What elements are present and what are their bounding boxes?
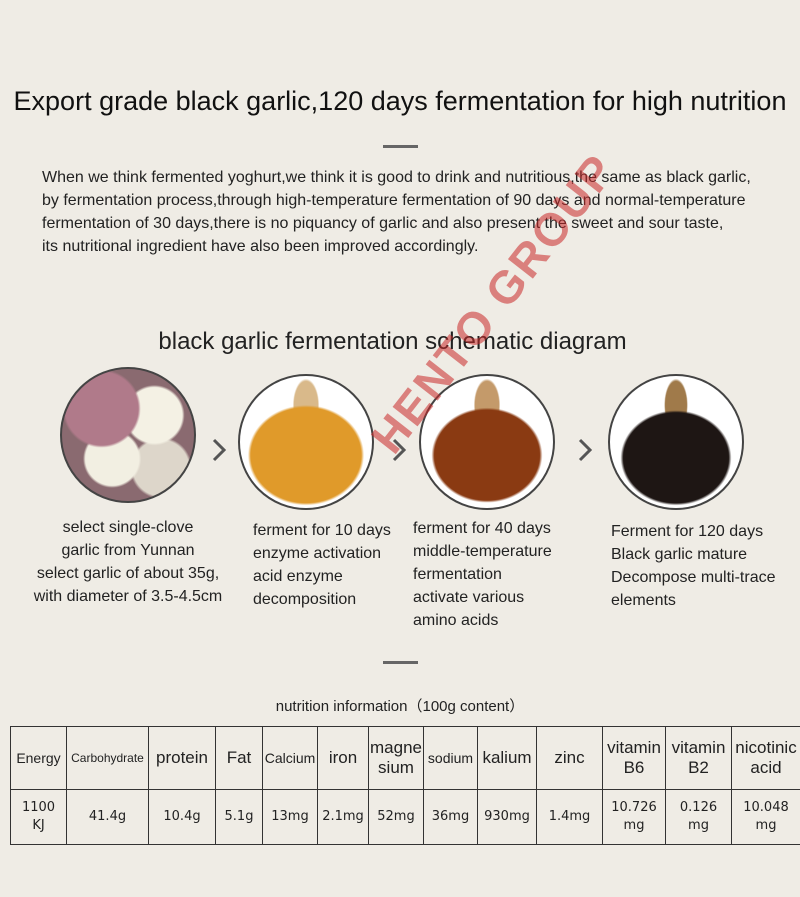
arrow — [392, 438, 407, 462]
step-line: amino acids — [413, 612, 499, 629]
data-cell: 10.726 mg — [602, 789, 666, 845]
step-line: acid enzyme — [253, 568, 343, 585]
header-cell: Calcium — [262, 726, 318, 790]
data-row: 1100 KJ 41.4g 10.4g 5.1g 13mg 2.1mg 52mg 36mg 93… — [10, 789, 800, 845]
data-cell: 930mg — [477, 789, 537, 845]
step-line: Ferment for 120 days — [611, 523, 764, 540]
step-line: garlic from Yunnan — [61, 542, 195, 559]
step-line: Black garlic mature — [611, 546, 748, 563]
header-row: Energy Carbohydrate protein Fat Calcium iron m… — [10, 726, 800, 790]
step-text: select single-clove garlic from Yunnan sel… — [28, 516, 228, 608]
header-cell: sodium — [423, 726, 478, 790]
intro-line: fermentation of 30 days,there is no piqu… — [42, 215, 724, 232]
step-line: ferment for 40 days — [413, 520, 551, 537]
arrow — [212, 438, 227, 462]
step-line: elements — [611, 592, 676, 609]
diagram-title: black garlic fermentation schematic diag… — [158, 328, 627, 355]
data-cell: 52mg — [368, 789, 424, 845]
step-line: select single-clove — [62, 519, 194, 536]
table-caption: nutrition information（100g content） — [275, 698, 525, 715]
data-cell: 10.048 mg — [731, 789, 800, 845]
divider — [383, 145, 418, 148]
step-line: select garlic of about 35g, — [36, 565, 220, 582]
step-line: Decompose multi-trace — [611, 569, 776, 586]
intro-line: by fermentation process,through high-tem… — [42, 192, 746, 209]
data-cell: 36mg — [423, 789, 478, 845]
step-text: ferment for 10 days enzyme activation acid… — [253, 519, 391, 611]
data-cell: 5.1g — [215, 789, 263, 845]
data-cell: 10.4g — [148, 789, 216, 845]
header-cell: protein — [148, 726, 216, 790]
garlic-image — [238, 374, 374, 510]
header-cell: nicotinic acid — [731, 726, 800, 790]
header-cell: kalium — [477, 726, 537, 790]
data-cell: 41.4g — [66, 789, 149, 845]
step-line: activate various — [413, 589, 525, 606]
data-cell: 2.1mg — [317, 789, 369, 845]
step-line: enzyme activation — [253, 545, 382, 562]
divider — [383, 661, 418, 664]
header-cell: Energy — [10, 726, 67, 790]
title: Export grade black garlic,120 days ferme… — [13, 86, 787, 116]
header-cell: zinc — [536, 726, 603, 790]
header-cell: Fat — [215, 726, 263, 790]
data-cell: 1.4mg — [536, 789, 603, 845]
intro: When we think fermented yoghurt,we think… — [42, 166, 751, 258]
step-text: Ferment for 120 days Black garlic mature D… — [611, 520, 776, 612]
step-line: with diameter of 3.5-4.5cm — [33, 588, 223, 605]
step-line: middle-temperature — [413, 543, 552, 560]
garlic-image — [419, 374, 555, 510]
header-cell: Carbohydrate — [66, 726, 149, 790]
step-line: ferment for 10 days — [253, 522, 391, 539]
header-cell: vitamin B6 — [602, 726, 666, 790]
header-cell: magne sium — [368, 726, 424, 790]
step-line: decomposition — [253, 591, 357, 608]
garlic-image — [60, 367, 196, 503]
garlic-image — [608, 374, 744, 510]
arrow — [578, 438, 593, 462]
intro-line: its nutritional ingredient have also bee… — [42, 238, 479, 255]
header-cell: iron — [317, 726, 369, 790]
data-cell: 0.126 mg — [665, 789, 732, 845]
header-cell: vitamin B2 — [665, 726, 732, 790]
intro-line: When we think fermented yoghurt,we think… — [42, 169, 751, 186]
step-text: ferment for 40 days middle-temperature fer… — [413, 517, 552, 632]
step-line: fermentation — [413, 566, 502, 583]
data-cell: 1100 KJ — [10, 789, 67, 845]
nutrition-table: Energy Carbohydrate protein Fat Calcium iron m… — [10, 726, 800, 845]
data-cell: 13mg — [262, 789, 318, 845]
